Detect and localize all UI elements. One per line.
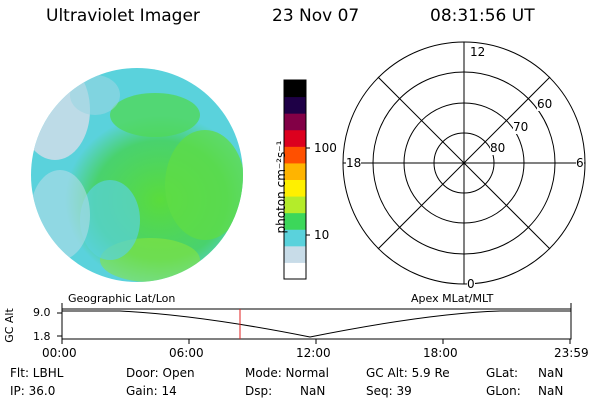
colorbar-band	[284, 212, 306, 230]
colorbar-band	[284, 96, 306, 114]
timeline-y-tick-top: 9.0	[33, 306, 51, 319]
info-mode: Mode: Normal	[245, 366, 329, 380]
polar-label-0: 0	[467, 277, 475, 291]
x-tick-0600: 06:00	[169, 346, 204, 360]
info-gain: Gain: 14	[126, 384, 177, 398]
info-dsp-label: Dsp:	[245, 384, 273, 398]
x-tick-1800: 18:00	[423, 346, 458, 360]
polar-ring-60: 60	[537, 97, 553, 111]
colorbar-band	[284, 229, 306, 247]
info-gc-alt: GC Alt: 5.9 Re	[366, 366, 450, 380]
x-tick-2359: 23:59	[554, 346, 589, 360]
polar-label-12: 12	[470, 45, 486, 59]
timeline-left-title: Geographic Lat/Lon	[68, 292, 176, 305]
colorbar-band	[284, 113, 306, 131]
polar-ring-70: 70	[513, 120, 529, 134]
polar-label-18: 18	[346, 156, 362, 170]
info-glon-label: GLon:	[486, 384, 521, 398]
date-label: 23 Nov 07	[272, 6, 360, 26]
colorbar-band	[284, 129, 306, 147]
x-tick-1200: 12:00	[296, 346, 331, 360]
timeline-y-tick-bottom: 1.8	[33, 330, 51, 343]
info-dsp-value: NaN	[300, 384, 326, 398]
instrument-title: Ultraviolet Imager	[46, 6, 200, 26]
colorbar-band	[284, 162, 306, 180]
colorbar	[283, 79, 310, 280]
colorbar-band	[284, 146, 306, 164]
info-glat-label: GLat:	[486, 366, 519, 380]
colorbar-band	[284, 80, 306, 98]
colorbar-band	[284, 245, 306, 263]
colorbar-tick-10: 10	[314, 228, 330, 242]
colorbar-band	[284, 262, 306, 280]
info-ip: IP: 36.0	[10, 384, 56, 398]
info-filter: Flt: LBHL	[10, 366, 64, 380]
polar-ring-80: 80	[490, 141, 506, 155]
timeline-right-title: Apex MLat/MLT	[411, 292, 494, 305]
polar-label-6: 6	[576, 156, 584, 170]
x-tick-0000: 00:00	[42, 346, 77, 360]
colorbar-band	[284, 196, 306, 214]
colorbar-band	[284, 179, 306, 197]
info-glon-value: NaN	[538, 384, 564, 398]
colorbar-tick-100: 100	[314, 141, 337, 155]
time-label: 08:31:56 UT	[430, 6, 535, 26]
info-glat-value: NaN	[538, 366, 564, 380]
info-door: Door: Open	[126, 366, 195, 380]
info-seq: Seq: 39	[366, 384, 412, 398]
